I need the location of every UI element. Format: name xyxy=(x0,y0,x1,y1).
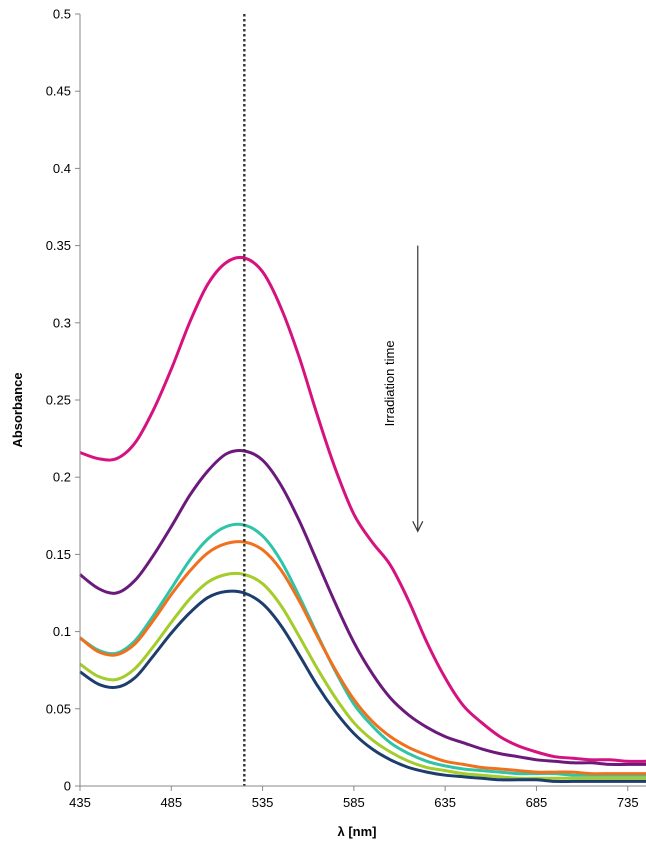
y-tick-label: 0.5 xyxy=(53,7,71,22)
x-tick-label: 635 xyxy=(434,795,456,810)
annotation-text: Irradiation time xyxy=(382,340,397,426)
x-tick-label: 585 xyxy=(343,795,365,810)
y-tick-label: 0.25 xyxy=(46,393,71,408)
y-tick-label: 0.35 xyxy=(46,238,71,253)
y-tick-label: 0.2 xyxy=(53,470,71,485)
arrow-down-icon xyxy=(412,520,424,533)
y-tick-label: 0 xyxy=(64,779,71,794)
x-tick-label: 435 xyxy=(69,795,91,810)
y-tick-label: 0.05 xyxy=(46,701,71,716)
irradiation-annotation: Irradiation time xyxy=(382,245,424,533)
x-tick-label: 535 xyxy=(252,795,274,810)
series-line-1 xyxy=(79,255,646,763)
x-ticks-group: 435 485 535 585 635 685 735 xyxy=(69,786,639,810)
y-tick-label: 0.4 xyxy=(53,161,71,176)
axes-group xyxy=(79,14,646,787)
series-line-5 xyxy=(79,571,646,780)
series-group xyxy=(79,255,646,783)
x-tick-label: 685 xyxy=(526,795,548,810)
y-tick-label: 0.15 xyxy=(46,547,71,562)
series-line-2 xyxy=(79,449,646,766)
x-tick-label: 485 xyxy=(160,795,182,810)
series-line-4 xyxy=(79,540,646,776)
y-tick-label: 0.3 xyxy=(53,315,71,330)
series-line-3 xyxy=(79,522,646,777)
x-axis-label: λ [nm] xyxy=(338,824,377,839)
x-tick-label: 735 xyxy=(617,795,639,810)
y-tick-label: 0.45 xyxy=(46,84,71,99)
y-axis-label: Absorbance xyxy=(10,372,25,447)
y-tick-label: 0.1 xyxy=(53,624,71,639)
y-ticks-group: 0 0.05 0.1 0.15 0.2 0.25 0.3 0.35 0.4 0.45 0.5 xyxy=(46,7,80,794)
series-line-6 xyxy=(79,589,646,783)
